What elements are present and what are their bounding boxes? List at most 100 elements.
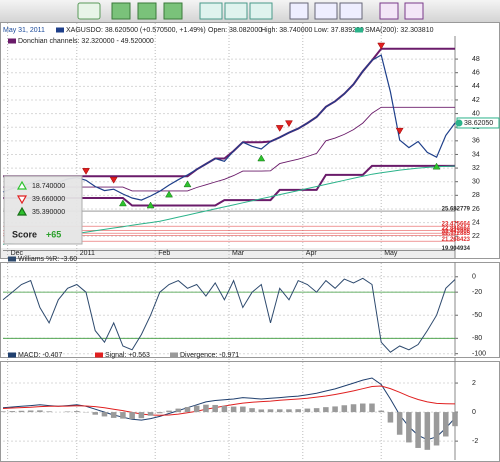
x-tick-label: May	[384, 250, 398, 257]
button[interactable]	[163, 2, 183, 20]
divergence-bar	[332, 406, 338, 413]
x-tick-label: Apr	[306, 250, 318, 257]
last-price-dot	[455, 119, 463, 127]
legend-entry: Williams %R: -3.60	[18, 256, 77, 263]
buy-signal	[257, 154, 266, 162]
legend-entry: MACD: -0.407	[18, 352, 62, 359]
divergence-bar	[46, 411, 52, 413]
legend-entry: XAGUSDO: 38.620500 (+0.570500, +1.49%)	[66, 27, 206, 34]
button[interactable]	[289, 2, 309, 20]
divergence-bar	[350, 404, 357, 413]
level-label: 22.112885	[442, 231, 471, 237]
y-tick-label: 48	[472, 56, 480, 63]
divergence-bar	[0, 411, 6, 413]
y-tick-label: 24	[472, 219, 480, 226]
divergence-bar	[313, 408, 320, 413]
button[interactable]	[224, 2, 248, 20]
legend-swatch	[8, 38, 16, 44]
divergence-bar	[387, 412, 394, 423]
divergence-bar	[359, 403, 366, 413]
divergence-bar	[175, 408, 182, 413]
button[interactable]	[249, 2, 273, 20]
divergence-bar	[341, 405, 348, 413]
divergence-bar	[138, 412, 145, 419]
button[interactable]	[404, 2, 424, 20]
buy-signal	[165, 190, 173, 198]
legend-swatch	[56, 27, 64, 33]
sell-signal	[395, 127, 404, 135]
y-tick-label: 46	[472, 70, 480, 77]
score-value: +65	[46, 229, 61, 239]
y-tick-label: 2	[472, 380, 476, 387]
button[interactable]	[77, 2, 101, 20]
button[interactable]	[111, 2, 131, 20]
legend-entry: Donchian channels: 32.320000 - 49.520000	[18, 38, 154, 45]
y-tick-label: 0	[472, 274, 476, 281]
y-tick-label: -50	[472, 312, 482, 319]
divergence-bar	[129, 412, 135, 420]
divergence-bar	[433, 412, 440, 446]
button[interactable]	[314, 2, 338, 20]
series-line	[2, 385, 456, 416]
divergence-bar	[64, 411, 71, 413]
y-tick-label: -80	[472, 335, 482, 342]
y-tick-label: -20	[472, 289, 482, 296]
legend-swatch	[8, 256, 16, 262]
divergence-bar	[406, 412, 412, 443]
toolbar-buttons	[77, 2, 424, 20]
score-icon	[16, 206, 28, 216]
legend-entry: Signal: +0.563	[105, 352, 150, 359]
y-tick-label: 34	[472, 151, 480, 158]
y-tick-label: 42	[472, 97, 480, 104]
button[interactable]	[137, 2, 157, 20]
legend-swatch	[8, 352, 16, 358]
y-tick-label: 40	[472, 110, 480, 117]
level-label: 22.848664	[442, 226, 471, 232]
sell-signal	[82, 168, 90, 175]
button[interactable]	[199, 2, 223, 20]
divergence-bar	[267, 409, 274, 413]
x-tick-label: 2011	[80, 250, 95, 257]
button[interactable]	[379, 2, 399, 20]
sell-signal	[109, 176, 118, 184]
divergence-bar	[258, 409, 265, 413]
divergence-bar	[249, 408, 255, 413]
score-icon	[16, 195, 28, 205]
divergence-bar	[9, 411, 15, 413]
score-row: 18.740000	[32, 183, 65, 190]
y-tick-label: 36	[472, 138, 480, 145]
level-label: 25.682779	[442, 207, 471, 213]
buy-signal	[146, 201, 155, 209]
legend-entry: SMA(200): 32.303810	[365, 27, 434, 34]
buy-signal	[432, 162, 441, 170]
price-info: Open: 38.082000	[208, 27, 262, 34]
button[interactable]	[339, 2, 363, 20]
divergence-bar	[92, 412, 99, 415]
y-tick-label: 44	[472, 83, 480, 90]
buy-signal	[118, 199, 127, 207]
score-row: 39.660000	[32, 196, 65, 203]
divergence-bar	[369, 403, 375, 413]
divergence-bar	[203, 404, 209, 413]
x-tick-label: Mar	[232, 250, 245, 257]
sell-signal	[275, 125, 284, 132]
y-tick-label: 26	[472, 206, 480, 213]
divergence-bar	[230, 406, 237, 413]
y-tick-label: 28	[472, 192, 480, 199]
legend-swatch	[355, 27, 363, 33]
divergence-bar	[147, 412, 154, 416]
divergence-bar	[304, 408, 311, 413]
divergence-bar	[110, 412, 117, 418]
divergence-bar	[74, 411, 80, 413]
divergence-bar	[276, 409, 283, 413]
divergence-bar	[378, 410, 384, 413]
date-strip	[1, 248, 455, 258]
y-tick-label: 0	[472, 409, 476, 416]
divergence-bar	[212, 404, 218, 413]
divergence-bar	[396, 412, 403, 435]
divergence-bar	[221, 405, 228, 413]
divergence-bar	[415, 412, 421, 448]
divergence-bar	[295, 409, 301, 413]
x-tick-label: Feb	[158, 250, 170, 257]
